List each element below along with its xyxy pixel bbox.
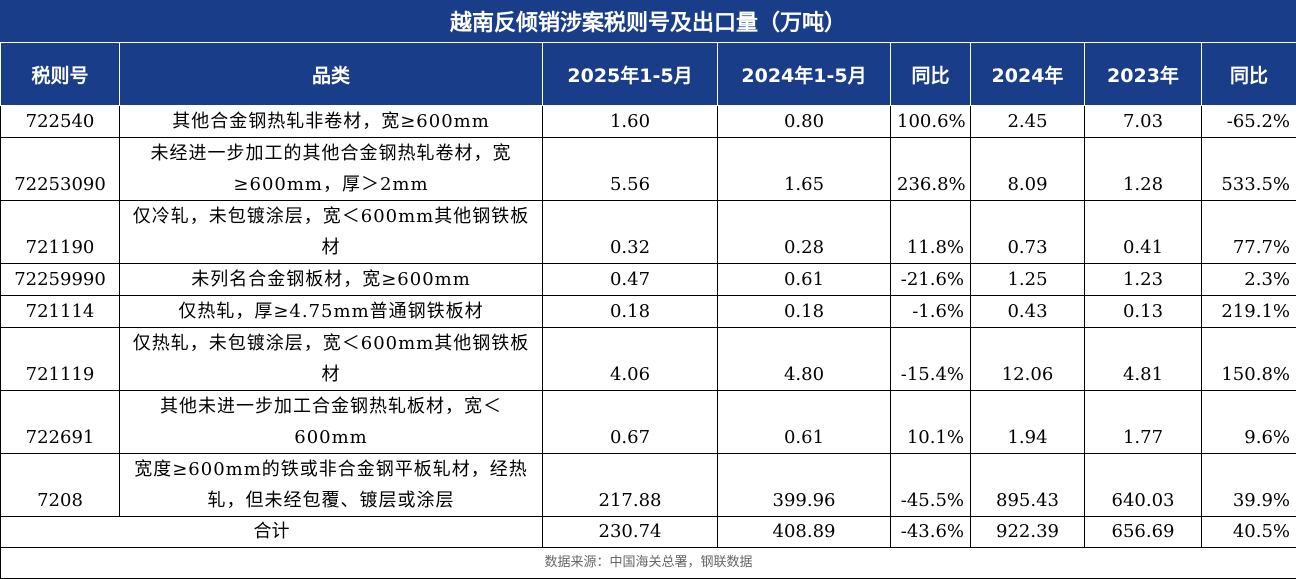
cell-yoy-1: -15.4% xyxy=(891,328,971,391)
cell-2023: 0.41 xyxy=(1085,201,1202,264)
col-header-yoy-2: 同比 xyxy=(1202,43,1296,106)
cell-yoy-2: 2.3% xyxy=(1202,264,1296,296)
cell-item: 仅冷轧，未包镀涂层，宽＜600mm其他钢铁板材 xyxy=(120,201,543,264)
total-2024: 922.39 xyxy=(971,517,1085,548)
cell-2023: 4.81 xyxy=(1085,328,1202,391)
cell-item: 仅热轧，厚≥4.75mm普通钢铁板材 xyxy=(120,296,543,328)
source-row: 数据来源：中国海关总署，钢联数据 xyxy=(1,548,1296,579)
cell-2025: 5.56 xyxy=(543,138,718,201)
col-header-2025-jan-may: 2025年1-5月 xyxy=(543,43,718,106)
cell-2024-ytd: 0.18 xyxy=(718,296,891,328)
total-yoy-2: 40.5% xyxy=(1202,517,1296,548)
total-2024-ytd: 408.89 xyxy=(718,517,891,548)
cell-code: 72253090 xyxy=(1,138,120,201)
total-yoy-1: -43.6% xyxy=(891,517,971,548)
cell-2024-ytd: 399.96 xyxy=(718,454,891,517)
cell-2025: 0.67 xyxy=(543,391,718,454)
cell-code: 721190 xyxy=(1,201,120,264)
cell-2024: 0.43 xyxy=(971,296,1085,328)
cell-yoy-1: 100.6% xyxy=(891,106,971,138)
table-row: 721190 仅冷轧，未包镀涂层，宽＜600mm其他钢铁板材 0.32 0.28… xyxy=(1,201,1296,264)
cell-yoy-2: 39.9% xyxy=(1202,454,1296,517)
cell-item: 未列名合金钢板材，宽≥600mm xyxy=(120,264,543,296)
source-note: 数据来源：中国海关总署，钢联数据 xyxy=(1,548,1296,579)
cell-2025: 0.32 xyxy=(543,201,718,264)
cell-yoy-2: 533.5% xyxy=(1202,138,1296,201)
cell-2024-ytd: 0.61 xyxy=(718,264,891,296)
cell-yoy-2: -65.2% xyxy=(1202,106,1296,138)
col-header-code: 税则号 xyxy=(1,43,120,106)
table-row: 722691 其他未进一步加工合金钢热轧板材，宽＜600mm 0.67 0.61… xyxy=(1,391,1296,454)
cell-2024-ytd: 0.80 xyxy=(718,106,891,138)
table-title: 越南反倾销涉案税则号及出口量（万吨） xyxy=(0,0,1296,43)
cell-2023: 7.03 xyxy=(1085,106,1202,138)
table-row: 72259990 未列名合金钢板材，宽≥600mm 0.47 0.61 -21.… xyxy=(1,264,1296,296)
cell-yoy-1: 236.8% xyxy=(891,138,971,201)
cell-yoy-1: -21.6% xyxy=(891,264,971,296)
cell-2025: 1.60 xyxy=(543,106,718,138)
cell-item: 仅热轧，未包镀涂层，宽＜600mm其他钢铁板材 xyxy=(120,328,543,391)
col-header-item: 品类 xyxy=(120,43,543,106)
cell-yoy-2: 150.8% xyxy=(1202,328,1296,391)
cell-code: 72259990 xyxy=(1,264,120,296)
cell-item: 未经进一步加工的其他合金钢热轧卷材，宽≥600mm，厚＞2mm xyxy=(120,138,543,201)
cell-2023: 640.03 xyxy=(1085,454,1202,517)
cell-code: 7208 xyxy=(1,454,120,517)
cell-yoy-2: 77.7% xyxy=(1202,201,1296,264)
total-row: 合计 230.74 408.89 -43.6% 922.39 656.69 40… xyxy=(1,517,1296,548)
cell-2025: 0.18 xyxy=(543,296,718,328)
cell-item: 其他合金钢热轧非卷材，宽≥600mm xyxy=(120,106,543,138)
cell-yoy-1: 10.1% xyxy=(891,391,971,454)
col-header-2024: 2024年 xyxy=(971,43,1085,106)
total-2025: 230.74 xyxy=(543,517,718,548)
cell-code: 721119 xyxy=(1,328,120,391)
col-header-yoy-1: 同比 xyxy=(891,43,971,106)
cell-2023: 1.77 xyxy=(1085,391,1202,454)
cell-2024: 12.06 xyxy=(971,328,1085,391)
col-header-2023: 2023年 xyxy=(1085,43,1202,106)
cell-2025: 4.06 xyxy=(543,328,718,391)
cell-2024: 2.45 xyxy=(971,106,1085,138)
export-volume-table: 税则号 品类 2025年1-5月 2024年1-5月 同比 2024年 2023… xyxy=(0,42,1296,579)
header-row: 税则号 品类 2025年1-5月 2024年1-5月 同比 2024年 2023… xyxy=(1,43,1296,106)
table-row: 721114 仅热轧，厚≥4.75mm普通钢铁板材 0.18 0.18 -1.6… xyxy=(1,296,1296,328)
cell-2024-ytd: 0.61 xyxy=(718,391,891,454)
cell-2024-ytd: 0.28 xyxy=(718,201,891,264)
cell-yoy-2: 219.1% xyxy=(1202,296,1296,328)
table-row: 721119 仅热轧，未包镀涂层，宽＜600mm其他钢铁板材 4.06 4.80… xyxy=(1,328,1296,391)
cell-2024: 0.73 xyxy=(971,201,1085,264)
cell-item: 其他未进一步加工合金钢热轧板材，宽＜600mm xyxy=(120,391,543,454)
cell-2024: 895.43 xyxy=(971,454,1085,517)
total-2023: 656.69 xyxy=(1085,517,1202,548)
total-label: 合计 xyxy=(1,517,543,548)
cell-yoy-1: 11.8% xyxy=(891,201,971,264)
cell-code: 722691 xyxy=(1,391,120,454)
cell-2024: 8.09 xyxy=(971,138,1085,201)
table-row: 7208 宽度≥600mm的铁或非合金钢平板轧材，经热轧，但未经包覆、镀层或涂层… xyxy=(1,454,1296,517)
cell-2024: 1.94 xyxy=(971,391,1085,454)
cell-yoy-2: 9.6% xyxy=(1202,391,1296,454)
cell-item: 宽度≥600mm的铁或非合金钢平板轧材，经热轧，但未经包覆、镀层或涂层 xyxy=(120,454,543,517)
cell-code: 722540 xyxy=(1,106,120,138)
cell-yoy-1: -1.6% xyxy=(891,296,971,328)
table-row: 72253090 未经进一步加工的其他合金钢热轧卷材，宽≥600mm，厚＞2mm… xyxy=(1,138,1296,201)
table-row: 722540 其他合金钢热轧非卷材，宽≥600mm 1.60 0.80 100.… xyxy=(1,106,1296,138)
cell-2024-ytd: 4.80 xyxy=(718,328,891,391)
cell-2023: 1.28 xyxy=(1085,138,1202,201)
cell-2025: 217.88 xyxy=(543,454,718,517)
col-header-2024-jan-may: 2024年1-5月 xyxy=(718,43,891,106)
cell-2023: 1.23 xyxy=(1085,264,1202,296)
cell-code: 721114 xyxy=(1,296,120,328)
cell-2024-ytd: 1.65 xyxy=(718,138,891,201)
cell-2024: 1.25 xyxy=(971,264,1085,296)
cell-yoy-1: -45.5% xyxy=(891,454,971,517)
cell-2023: 0.13 xyxy=(1085,296,1202,328)
cell-2025: 0.47 xyxy=(543,264,718,296)
